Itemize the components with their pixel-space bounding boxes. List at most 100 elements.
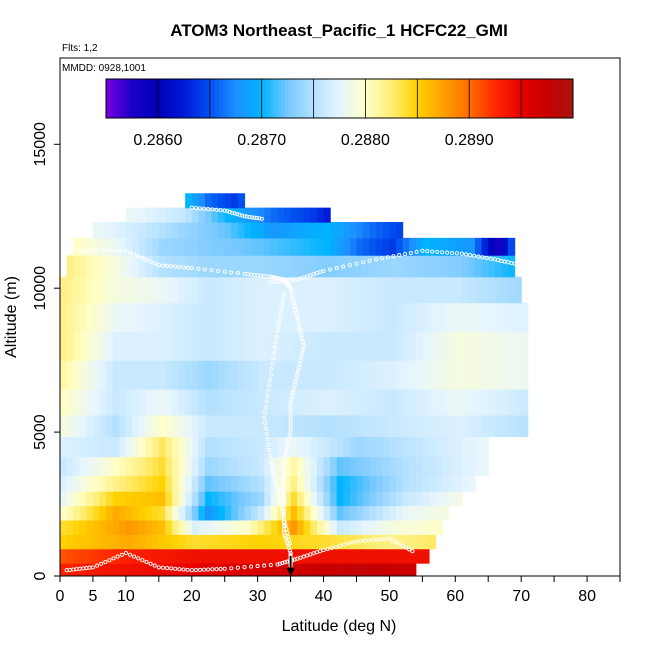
heatmap-cell [119, 563, 127, 576]
heatmap-cell [336, 414, 344, 438]
heatmap-cell [389, 302, 397, 332]
heatmap-cell [284, 255, 292, 278]
flight-track-point [270, 466, 275, 471]
heatmap-cell [448, 331, 456, 361]
heatmap-cell [382, 475, 391, 492]
heatmap-cell [73, 436, 81, 458]
heatmap-cell [409, 237, 417, 256]
heatmap-cell [211, 475, 219, 492]
heatmap-cell [66, 534, 74, 550]
heatmap-cell [125, 360, 134, 390]
flight-track-point [280, 560, 285, 566]
flights-label: Flts: 1,2 [62, 43, 98, 54]
heatmap-cell [376, 436, 384, 458]
heatmap-cell [455, 237, 463, 256]
flight-track-point [346, 541, 351, 546]
heatmap-cell [244, 222, 252, 239]
heatmap-cell [158, 436, 167, 458]
flight-track-point [111, 556, 116, 561]
heatmap-cell [422, 237, 430, 256]
flight-track-point [280, 301, 285, 306]
heatmap-cell [139, 534, 147, 550]
heatmap-cell [363, 302, 371, 332]
heatmap-cell [92, 491, 101, 507]
heatmap-cell [224, 548, 232, 564]
heatmap-cell [224, 436, 232, 458]
flight-track-point [286, 437, 291, 442]
colorbar-segment [207, 79, 212, 118]
heatmap-cell [257, 475, 265, 492]
heatmap-cell [389, 436, 397, 458]
heatmap-cell [481, 456, 489, 476]
flight-track-point [227, 209, 232, 215]
heatmap-cell [297, 491, 305, 507]
heatmap-cell [237, 255, 246, 278]
heatmap-cell [244, 276, 252, 304]
heatmap-cell [396, 360, 404, 390]
flight-track-point [262, 563, 267, 568]
heatmap-cell [396, 388, 404, 416]
heatmap-cell [415, 276, 423, 304]
heatmap-cell [488, 414, 496, 438]
heatmap-cell [218, 436, 226, 458]
heatmap-cell [284, 331, 292, 361]
flight-track-point [390, 538, 395, 543]
flight-track-point [202, 567, 207, 572]
heatmap-cell [316, 331, 325, 361]
heatmap-cell [251, 456, 259, 476]
x-tick-label: 40 [315, 588, 333, 605]
flight-track-point [232, 211, 237, 216]
heatmap-cell [402, 331, 410, 361]
heatmap-cell [191, 276, 199, 304]
heatmap-cell [237, 475, 246, 492]
heatmap-cell [323, 491, 331, 507]
heatmap-cell [204, 505, 213, 521]
heatmap-cell [152, 255, 160, 278]
heatmap-cell [224, 276, 232, 304]
heatmap-cell [158, 505, 167, 521]
heatmap-cell [356, 519, 364, 535]
heatmap-cell [224, 222, 232, 239]
heatmap-cell [211, 414, 219, 438]
heatmap-cell [402, 255, 410, 278]
heatmap-cell [112, 563, 120, 576]
heatmap-cell [310, 519, 318, 535]
heatmap-cell [270, 491, 279, 507]
heatmap-cell [231, 475, 239, 492]
heatmap-cell [455, 388, 463, 416]
heatmap-cell [461, 414, 470, 438]
heatmap-cell [481, 237, 489, 256]
heatmap-cell [389, 388, 397, 416]
colorbar-segment [214, 79, 220, 118]
heatmap-cell [461, 331, 470, 361]
heatmap-cell [356, 276, 364, 304]
flight-track-point [136, 254, 141, 259]
heatmap-cell [152, 360, 160, 390]
heatmap-cell [237, 505, 246, 521]
heatmap-cell [86, 414, 94, 438]
heatmap-cell [455, 255, 463, 278]
flight-track-point [295, 318, 301, 323]
heatmap-cell [198, 436, 206, 458]
heatmap-cell [270, 302, 279, 332]
heatmap-cell [178, 475, 186, 492]
heatmap-cell [264, 276, 272, 304]
heatmap-cell [448, 237, 456, 256]
heatmap-cell [442, 505, 450, 521]
heatmap-cell [316, 548, 325, 564]
heatmap-cell [389, 456, 397, 476]
heatmap-cell [264, 302, 272, 332]
colorbar-segment [425, 79, 430, 118]
heatmap-cell [66, 456, 74, 476]
heatmap-cell [204, 302, 213, 332]
flight-track-point [294, 376, 299, 381]
heatmap-cell [185, 222, 193, 239]
heatmap-cell [86, 360, 94, 390]
flight-track-point [285, 530, 290, 535]
heatmap-cell [191, 388, 199, 416]
heatmap-cell [336, 302, 344, 332]
heatmap-cell [290, 276, 298, 304]
flight-track-point [95, 248, 100, 253]
heatmap-cell [277, 360, 285, 390]
heatmap-cell [303, 360, 311, 390]
